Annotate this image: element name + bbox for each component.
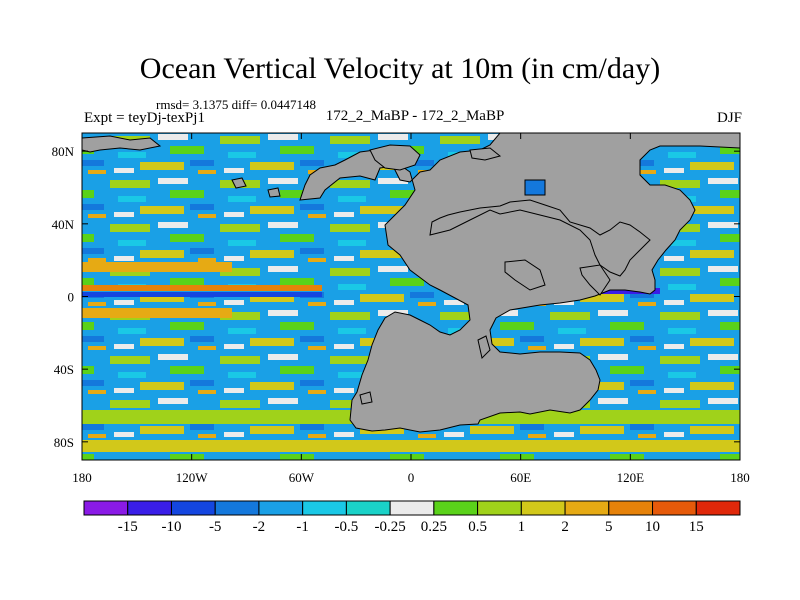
land-greenland: [369, 144, 421, 171]
x-tick-label: 120W: [176, 470, 209, 485]
map-title: Ocean Vertical Velocity at 10m (in cm/da…: [139, 52, 661, 85]
colorbar-swatch: [258, 500, 304, 516]
colorbar-swatch: [477, 500, 522, 516]
x-tick-label: 60W: [289, 470, 315, 485]
colorbar-swatch: [302, 500, 347, 516]
land-island-pacific-2: [267, 187, 281, 198]
experiment-label: Expt = teyDj-texPj1: [84, 110, 205, 126]
tropical-band-south: [82, 308, 232, 318]
land-svalbard: [469, 147, 502, 161]
colorbar-swatch: [564, 500, 610, 516]
rmsd-diff-stats: rmsd= 3.1375 diff= 0.0447148: [156, 97, 316, 112]
y-tick-label: 0: [68, 290, 75, 305]
x-tick-label: 60E: [510, 470, 531, 485]
colorbar-label: 0.5: [468, 519, 487, 535]
colorbar-swatch: [652, 500, 697, 516]
colorbar-swatch: [83, 500, 129, 516]
land-madagascar: [477, 335, 491, 359]
colorbar-label: 15: [689, 519, 704, 535]
land-masses: [82, 133, 740, 433]
land-europe-asia: [429, 199, 651, 277]
antarctic-band: [82, 440, 740, 452]
land-arabia: [504, 259, 546, 291]
x-tick-label: 180: [72, 470, 92, 485]
colorbar-label: 10: [645, 519, 660, 535]
colorbar-label: -10: [161, 519, 181, 535]
tropical-band-north: [82, 262, 232, 272]
colorbar: -15 -10 -5 -2 -1 -0.5 -0.25 0.25 0.5 1 2 5 10 15: [83, 500, 741, 535]
colorbar-swatch: [695, 500, 741, 516]
colorbar-label: -1: [296, 519, 309, 535]
land-caspian-area: [524, 179, 546, 196]
land-island-pacific: [231, 177, 247, 189]
colorbar-label: 2: [561, 519, 569, 535]
land-antarctic-fragment: [359, 391, 373, 405]
colorbar-swatch: [520, 500, 566, 516]
colorbar-swatch: [345, 500, 391, 516]
colorbar-label: 5: [605, 519, 613, 535]
colorbar-label: -2: [253, 519, 266, 535]
x-tick-label: 0: [408, 470, 415, 485]
colorbar-label: -0.25: [375, 519, 406, 535]
y-tick-label: 40N: [52, 217, 75, 232]
y-tick-label: 80N: [52, 144, 75, 159]
x-tick-label: 180: [730, 470, 750, 485]
colorbar-label: 0.25: [421, 519, 447, 535]
x-axis: 180 120W 60W 0 60E 120E 180: [72, 133, 750, 485]
colorbar-swatch: [214, 500, 260, 516]
colorbar-label: 1: [518, 519, 526, 535]
map-plot-area: [82, 133, 740, 460]
colorbar-swatch: [127, 500, 172, 516]
colorbar-swatch: [608, 500, 654, 516]
y-tick-label: 40S: [54, 362, 74, 377]
y-tick-label: 80S: [54, 435, 74, 450]
colorbar-swatch: [389, 500, 435, 516]
y-axis: 80N 40N 0 40S 80S: [52, 144, 740, 450]
x-tick-label: 120E: [617, 470, 645, 485]
comparison-label: 172_2_MaBP - 172_2_MaBP: [325, 108, 505, 124]
equatorial-downwelling-band: [82, 292, 322, 297]
colorbar-label: -5: [209, 519, 222, 535]
colorbar-label: -0.5: [335, 519, 359, 535]
land-india: [579, 264, 611, 296]
equatorial-upwelling-band: [82, 285, 322, 291]
season-label: DJF: [716, 110, 742, 126]
colorbar-swatch: [170, 500, 216, 516]
colorbar-swatch: [433, 500, 479, 516]
colorbar-label: -15: [118, 519, 138, 535]
